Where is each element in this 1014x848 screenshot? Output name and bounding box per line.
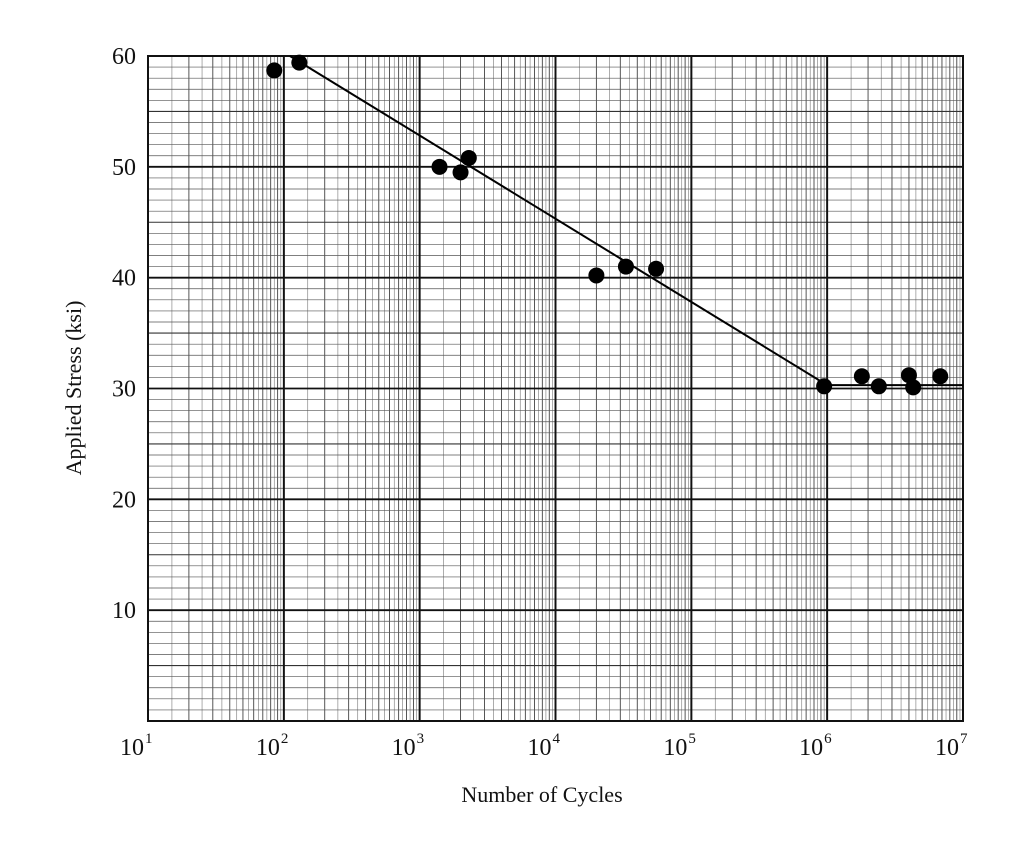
- x-tick-base: 10: [528, 735, 552, 761]
- y-tick-label: 30: [112, 377, 136, 403]
- x-tick-label: 10 6: [799, 731, 832, 761]
- x-tick-exponent: 3: [417, 731, 425, 747]
- y-tick-labels: 10 20 30 40 50 60: [112, 44, 136, 624]
- data-point: [588, 267, 605, 284]
- x-tick-label: 10 1: [120, 731, 153, 761]
- y-tick-label: 20: [112, 487, 136, 513]
- x-tick-label: 10 5: [663, 731, 696, 761]
- plot-frame: [147, 55, 964, 722]
- y-tick-label: 40: [112, 266, 136, 292]
- data-point: [452, 164, 469, 181]
- x-tick-label: 10 7: [935, 731, 968, 761]
- x-tick-label: 10 4: [528, 731, 561, 761]
- x-tick-exponent: 2: [281, 731, 289, 747]
- x-tick-base: 10: [935, 735, 959, 761]
- x-tick-base: 10: [256, 735, 280, 761]
- x-tick-label: 10 3: [392, 731, 425, 761]
- fit-line-layer: [289, 55, 963, 387]
- x-tick-base: 10: [799, 735, 823, 761]
- data-point: [648, 260, 665, 277]
- data-point: [266, 62, 283, 79]
- x-tick-labels: 10 1 10 2 10 3 10 4 10 5 10 6 10 7: [120, 731, 968, 761]
- x-tick-exponent: 1: [145, 731, 153, 747]
- y-tick-label: 60: [112, 44, 136, 70]
- data-points-layer: [266, 54, 949, 396]
- data-point: [932, 368, 949, 385]
- y-tick-label: 10: [112, 598, 136, 624]
- x-axis-title: Number of Cycles: [461, 782, 622, 807]
- x-tick-base: 10: [120, 735, 144, 761]
- x-tick-base: 10: [663, 735, 687, 761]
- data-point: [431, 158, 448, 175]
- x-tick-exponent: 7: [960, 731, 968, 747]
- x-tick-base: 10: [392, 735, 416, 761]
- data-point: [870, 378, 887, 395]
- data-point: [900, 367, 917, 384]
- fit-line-segment: [289, 55, 828, 387]
- data-point: [905, 379, 922, 396]
- x-tick-exponent: 5: [688, 731, 696, 747]
- data-point: [460, 149, 477, 166]
- x-tick-exponent: 6: [824, 731, 832, 747]
- x-tick-exponent: 4: [553, 731, 561, 747]
- data-point: [291, 54, 308, 71]
- x-tick-label: 10 2: [256, 731, 289, 761]
- y-axis-title: Applied Stress (ksi): [61, 301, 86, 476]
- data-point: [853, 368, 870, 385]
- data-point: [617, 258, 634, 275]
- data-point: [816, 378, 833, 395]
- y-tick-label: 50: [112, 155, 136, 181]
